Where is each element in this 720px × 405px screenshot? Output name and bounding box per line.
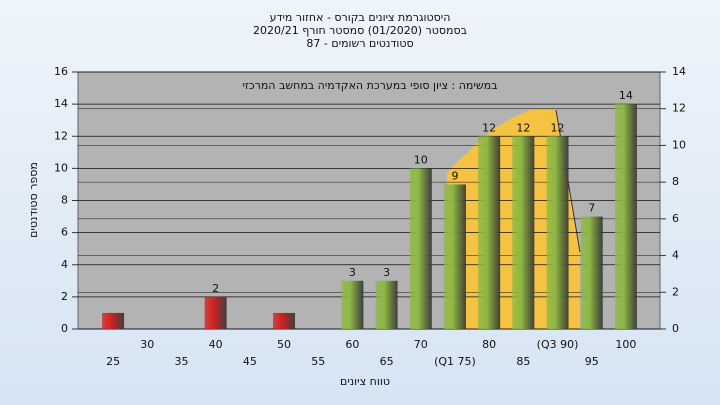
y-tick-label: 6 — [61, 226, 68, 239]
y2-tick-label: 14 — [672, 65, 686, 78]
x-axis-label: טווח ציונים — [340, 375, 390, 388]
value-label: 9 — [451, 169, 458, 182]
value-label: 7 — [588, 202, 595, 215]
y2-tick-label: 4 — [672, 249, 679, 262]
bar — [375, 280, 398, 329]
value-label: 2 — [212, 282, 219, 295]
x-tick-label: (Q3 90) — [537, 338, 579, 351]
x-tick-label: 65 — [380, 355, 394, 368]
x-tick-label: 85 — [516, 355, 530, 368]
bar — [614, 104, 637, 329]
value-label: 12 — [516, 121, 530, 134]
y-tick-label: 14 — [54, 97, 68, 110]
x-tick-label: 40 — [209, 338, 223, 351]
bar — [204, 296, 227, 329]
value-label: 3 — [383, 266, 390, 279]
chart-title: בסמסטר (01/2020) סמסטר חורף 2020/21 — [253, 24, 467, 37]
bar — [443, 184, 466, 329]
bar — [580, 216, 603, 329]
bar — [341, 280, 364, 329]
x-tick-label: (Q1 75) — [434, 355, 476, 368]
x-tick-label: 80 — [482, 338, 496, 351]
x-tick-label: 60 — [345, 338, 359, 351]
x-tick-label: 55 — [311, 355, 325, 368]
y2-tick-label: 8 — [672, 175, 679, 188]
annotation: במשימה : ציון סופי במערכת האקדמיה במחשב … — [243, 79, 498, 92]
y2-tick-label: 10 — [672, 138, 686, 151]
y-tick-label: 12 — [54, 129, 68, 142]
value-label: 10 — [414, 153, 428, 166]
chart-title: סטודנטים רשומים - 87 — [306, 37, 413, 50]
value-label: 12 — [482, 121, 496, 134]
value-label: 3 — [349, 266, 356, 279]
y-tick-label: 0 — [61, 322, 68, 335]
y-tick-label: 2 — [61, 290, 68, 303]
y2-tick-label: 0 — [672, 322, 679, 335]
value-label: 14 — [619, 89, 633, 102]
y-tick-label: 10 — [54, 161, 68, 174]
bar — [546, 136, 569, 329]
y2-tick-label: 2 — [672, 285, 679, 298]
value-label: 12 — [551, 121, 565, 134]
x-tick-label: 30 — [140, 338, 154, 351]
bar — [273, 312, 296, 329]
bar — [102, 312, 125, 329]
y-tick-label: 4 — [61, 258, 68, 271]
y2-tick-label: 12 — [672, 102, 686, 115]
x-tick-label: 70 — [414, 338, 428, 351]
x-tick-label: 25 — [106, 355, 120, 368]
bar — [512, 136, 535, 329]
y-tick-label: 16 — [54, 65, 68, 78]
x-tick-label: 100 — [615, 338, 636, 351]
y-axis-label: מספר סטודנטים — [27, 162, 40, 238]
x-tick-label: 95 — [585, 355, 599, 368]
y-tick-label: 8 — [61, 194, 68, 207]
chart-title: היסטוגרמת ציונים בקורס - אחזור מידע — [270, 11, 451, 24]
x-tick-label: 50 — [277, 338, 291, 351]
x-tick-label: 45 — [243, 355, 257, 368]
bar — [409, 168, 432, 329]
y2-tick-label: 6 — [672, 212, 679, 225]
x-tick-label: 35 — [174, 355, 188, 368]
bar — [478, 136, 501, 329]
